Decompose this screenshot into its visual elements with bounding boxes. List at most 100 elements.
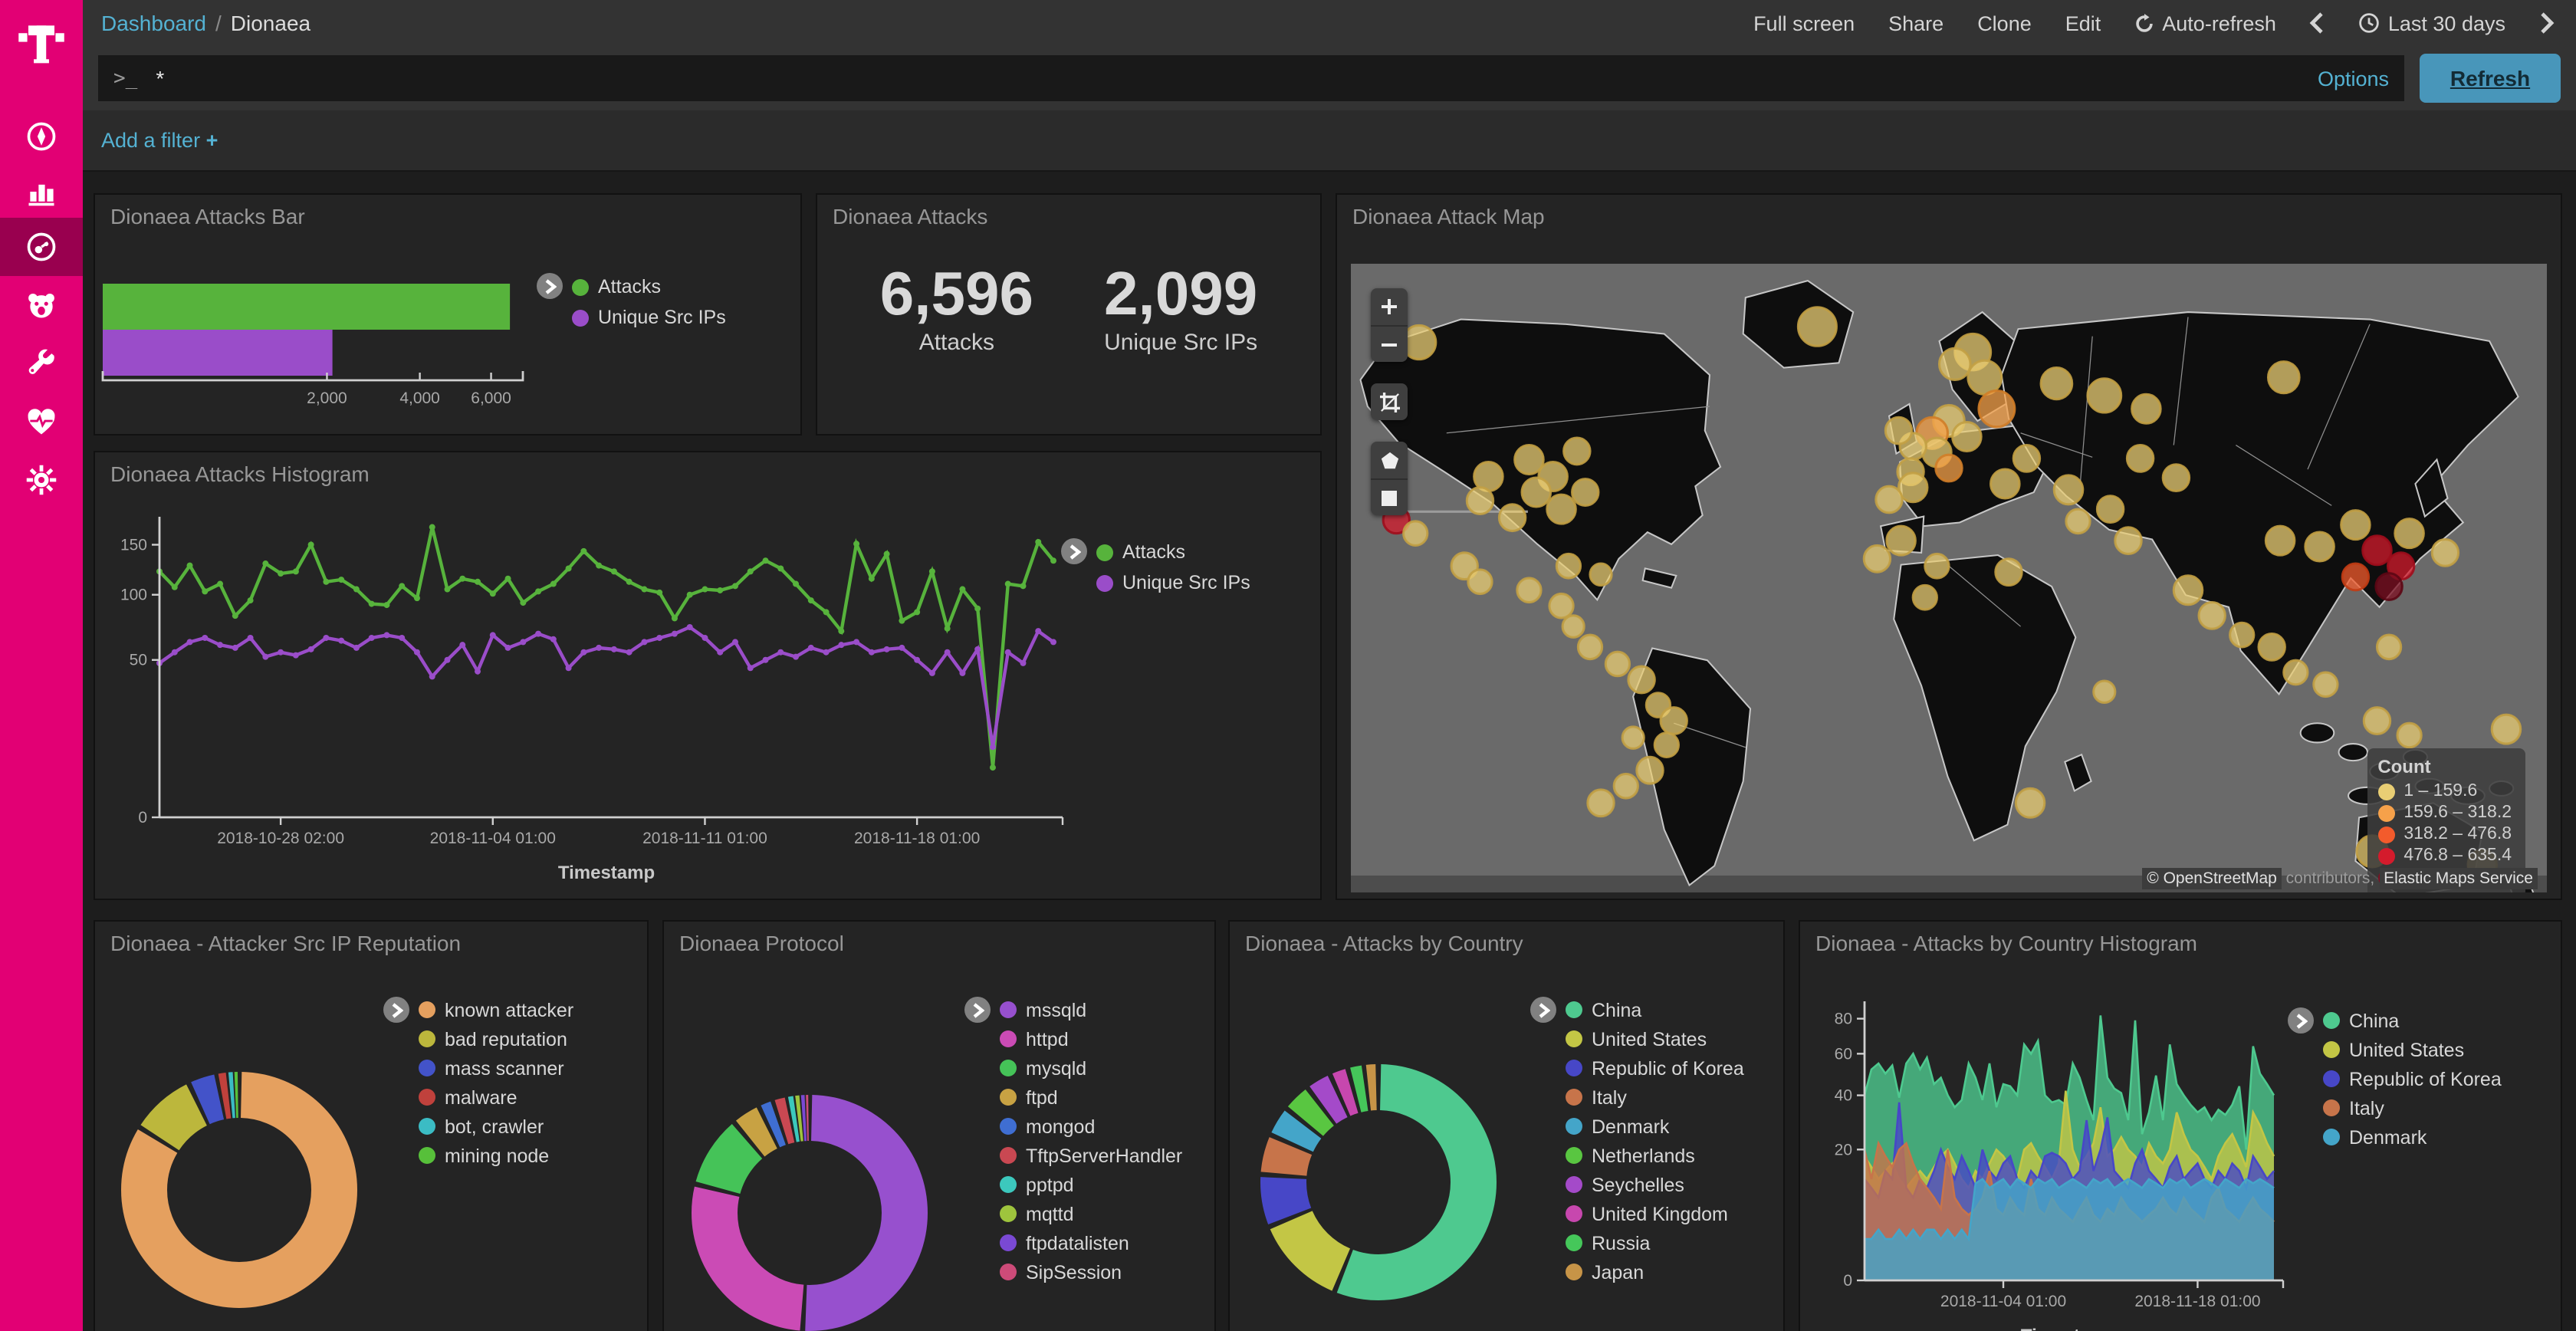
legend-item[interactable]: pptpd: [1000, 1170, 1182, 1199]
sidebar-item-dashboard[interactable]: [0, 218, 83, 276]
sidebar-item-discover[interactable]: [0, 107, 83, 166]
attack-map-bubble[interactable]: [1653, 731, 1680, 758]
attack-map-bubble[interactable]: [2304, 531, 2335, 563]
legend-item[interactable]: mqttd: [1000, 1199, 1182, 1228]
legend-item[interactable]: Italy: [2323, 1093, 2502, 1122]
attack-map-bubble[interactable]: [1937, 347, 1972, 381]
attack-map-bubble[interactable]: [1497, 503, 1527, 533]
legend-item[interactable]: Unique Src IPs: [572, 302, 726, 333]
legend-item[interactable]: mining node: [419, 1141, 573, 1170]
donut-slice-mssqld[interactable]: [692, 1095, 928, 1331]
legend-item[interactable]: China: [1566, 995, 1744, 1024]
legend-item[interactable]: Seychelles: [1566, 1170, 1744, 1199]
legend-item[interactable]: bot, crawler: [419, 1112, 573, 1141]
attack-map-bubble[interactable]: [1884, 416, 1914, 445]
attack-map-bubble[interactable]: [2362, 706, 2392, 735]
attack-map-bubble[interactable]: [1561, 614, 1585, 639]
share-button[interactable]: Share: [1888, 12, 1944, 35]
attack-map-bubble[interactable]: [2229, 621, 2256, 649]
time-forward-button[interactable]: [2539, 12, 2555, 34]
draw-polygon-button[interactable]: [1371, 442, 1408, 478]
legend-item[interactable]: mongod: [1000, 1112, 1182, 1141]
attack-map-bubble[interactable]: [1967, 359, 2003, 396]
attack-map-bubble[interactable]: [1977, 389, 2016, 429]
legend-item[interactable]: ftpdatalisten: [1000, 1228, 1182, 1257]
search-query-input[interactable]: >_ * Options: [98, 55, 2404, 101]
attack-map-bubble[interactable]: [1571, 478, 1600, 507]
attack-map-bubble[interactable]: [1586, 788, 1615, 818]
legend-item[interactable]: Unique Src IPs: [1096, 567, 1250, 598]
attack-map-bubble[interactable]: [1796, 306, 1838, 347]
zoom-in-button[interactable]: [1371, 288, 1408, 325]
sidebar-item-visualize[interactable]: [0, 163, 83, 221]
legend-item[interactable]: Attacks: [1096, 537, 1250, 567]
attack-map-bubble[interactable]: [1562, 436, 1592, 466]
attack-map-bubble[interactable]: [2086, 377, 2123, 414]
attack-map-bubble[interactable]: [1467, 568, 1493, 596]
draw-rectangle-button[interactable]: [1371, 478, 1408, 515]
attack-map-bubble[interactable]: [2052, 474, 2085, 506]
attack-map-bubble[interactable]: [2282, 659, 2309, 686]
legend-item[interactable]: Japan: [1566, 1257, 1744, 1287]
attack-map-bubble[interactable]: [1924, 552, 1950, 580]
attack-map-bubble[interactable]: [2312, 671, 2339, 698]
attack-map-bubble[interactable]: [2257, 632, 2286, 662]
donut-slice-China[interactable]: [1260, 1064, 1497, 1300]
zoom-out-button[interactable]: [1371, 325, 1408, 362]
attack-map-bubble[interactable]: [1555, 552, 1582, 580]
legend-toggle-chevron-icon[interactable]: [2288, 1007, 2314, 1034]
attack-map-bubble[interactable]: [1862, 544, 1892, 573]
openstreetmap-link[interactable]: © OpenStreetMap: [2142, 868, 2282, 889]
legend-toggle-chevron-icon[interactable]: [964, 997, 991, 1023]
attack-map-bubble[interactable]: [2092, 679, 2117, 704]
attack-map-bubble[interactable]: [2375, 633, 2403, 661]
attack-map-bubble[interactable]: [2340, 509, 2371, 541]
legend-toggle-chevron-icon[interactable]: [383, 997, 409, 1023]
attack-map-bubble[interactable]: [2161, 463, 2191, 493]
legend-item[interactable]: known attacker: [419, 995, 573, 1024]
attack-map-bubble[interactable]: [2197, 600, 2226, 630]
legend-item[interactable]: ftpd: [1000, 1083, 1182, 1112]
attack-map-bubble[interactable]: [1885, 524, 1917, 557]
time-range-picker[interactable]: Last 30 days: [2359, 12, 2505, 35]
legend-item[interactable]: Russia: [1566, 1228, 1744, 1257]
legend-item[interactable]: mssqld: [1000, 995, 1182, 1024]
fit-bounds-button[interactable]: [1371, 383, 1408, 420]
legend-toggle-chevron-icon[interactable]: [537, 273, 563, 299]
attack-map-bubble[interactable]: [2131, 393, 2162, 425]
legend-item[interactable]: Netherlands: [1566, 1141, 1744, 1170]
auto-refresh-button[interactable]: Auto-refresh: [2134, 12, 2276, 35]
bar-Unique Src IPs[interactable]: [103, 330, 333, 376]
attack-map-bubble[interactable]: [1875, 485, 1904, 514]
elastic-maps-service-link[interactable]: Elastic Maps Service: [2379, 868, 2538, 889]
donut-slice-httpd[interactable]: [692, 1095, 928, 1331]
legend-item[interactable]: United States: [2323, 1035, 2502, 1064]
attack-map-bubble[interactable]: [1994, 557, 2023, 587]
legend-item[interactable]: SipSession: [1000, 1257, 1182, 1287]
legend-item[interactable]: Attacks: [572, 271, 726, 302]
attack-map-bubble[interactable]: [2396, 721, 2423, 749]
legend-item[interactable]: Denmark: [2323, 1122, 2502, 1152]
legend-item[interactable]: TftpServerHandler: [1000, 1141, 1182, 1170]
attack-map-bubble[interactable]: [1897, 472, 1929, 504]
attack-map-bubble[interactable]: [1402, 520, 1429, 547]
full-screen-button[interactable]: Full screen: [1753, 12, 1855, 35]
breadcrumb-dashboard-link[interactable]: Dashboard: [101, 11, 206, 35]
attack-map-bubble[interactable]: [1635, 755, 1664, 785]
Unique Src IPs-line-series[interactable]: [158, 625, 1055, 748]
attack-map-bubble[interactable]: [2490, 713, 2522, 745]
legend-item[interactable]: Denmark: [1566, 1112, 1744, 1141]
attack-map-bubble[interactable]: [1621, 725, 1645, 750]
attack-map-bubble[interactable]: [1659, 706, 1688, 735]
attack-map-bubble[interactable]: [2114, 526, 2143, 556]
legend-item[interactable]: United States: [1566, 1024, 1744, 1053]
attack-map-bubble[interactable]: [2374, 572, 2404, 601]
attack-map-bubble[interactable]: [1548, 592, 1575, 619]
donut-slice-Republic of Korea[interactable]: [1260, 1064, 1497, 1300]
attack-map-bubble[interactable]: [2125, 443, 2155, 473]
attack-map-bubble[interactable]: [1589, 562, 1613, 587]
bar-Attacks[interactable]: [103, 284, 511, 330]
attack-map-bubble[interactable]: [2266, 360, 2301, 395]
legend-item[interactable]: China: [2323, 1006, 2502, 1035]
legend-item[interactable]: bad reputation: [419, 1024, 573, 1053]
